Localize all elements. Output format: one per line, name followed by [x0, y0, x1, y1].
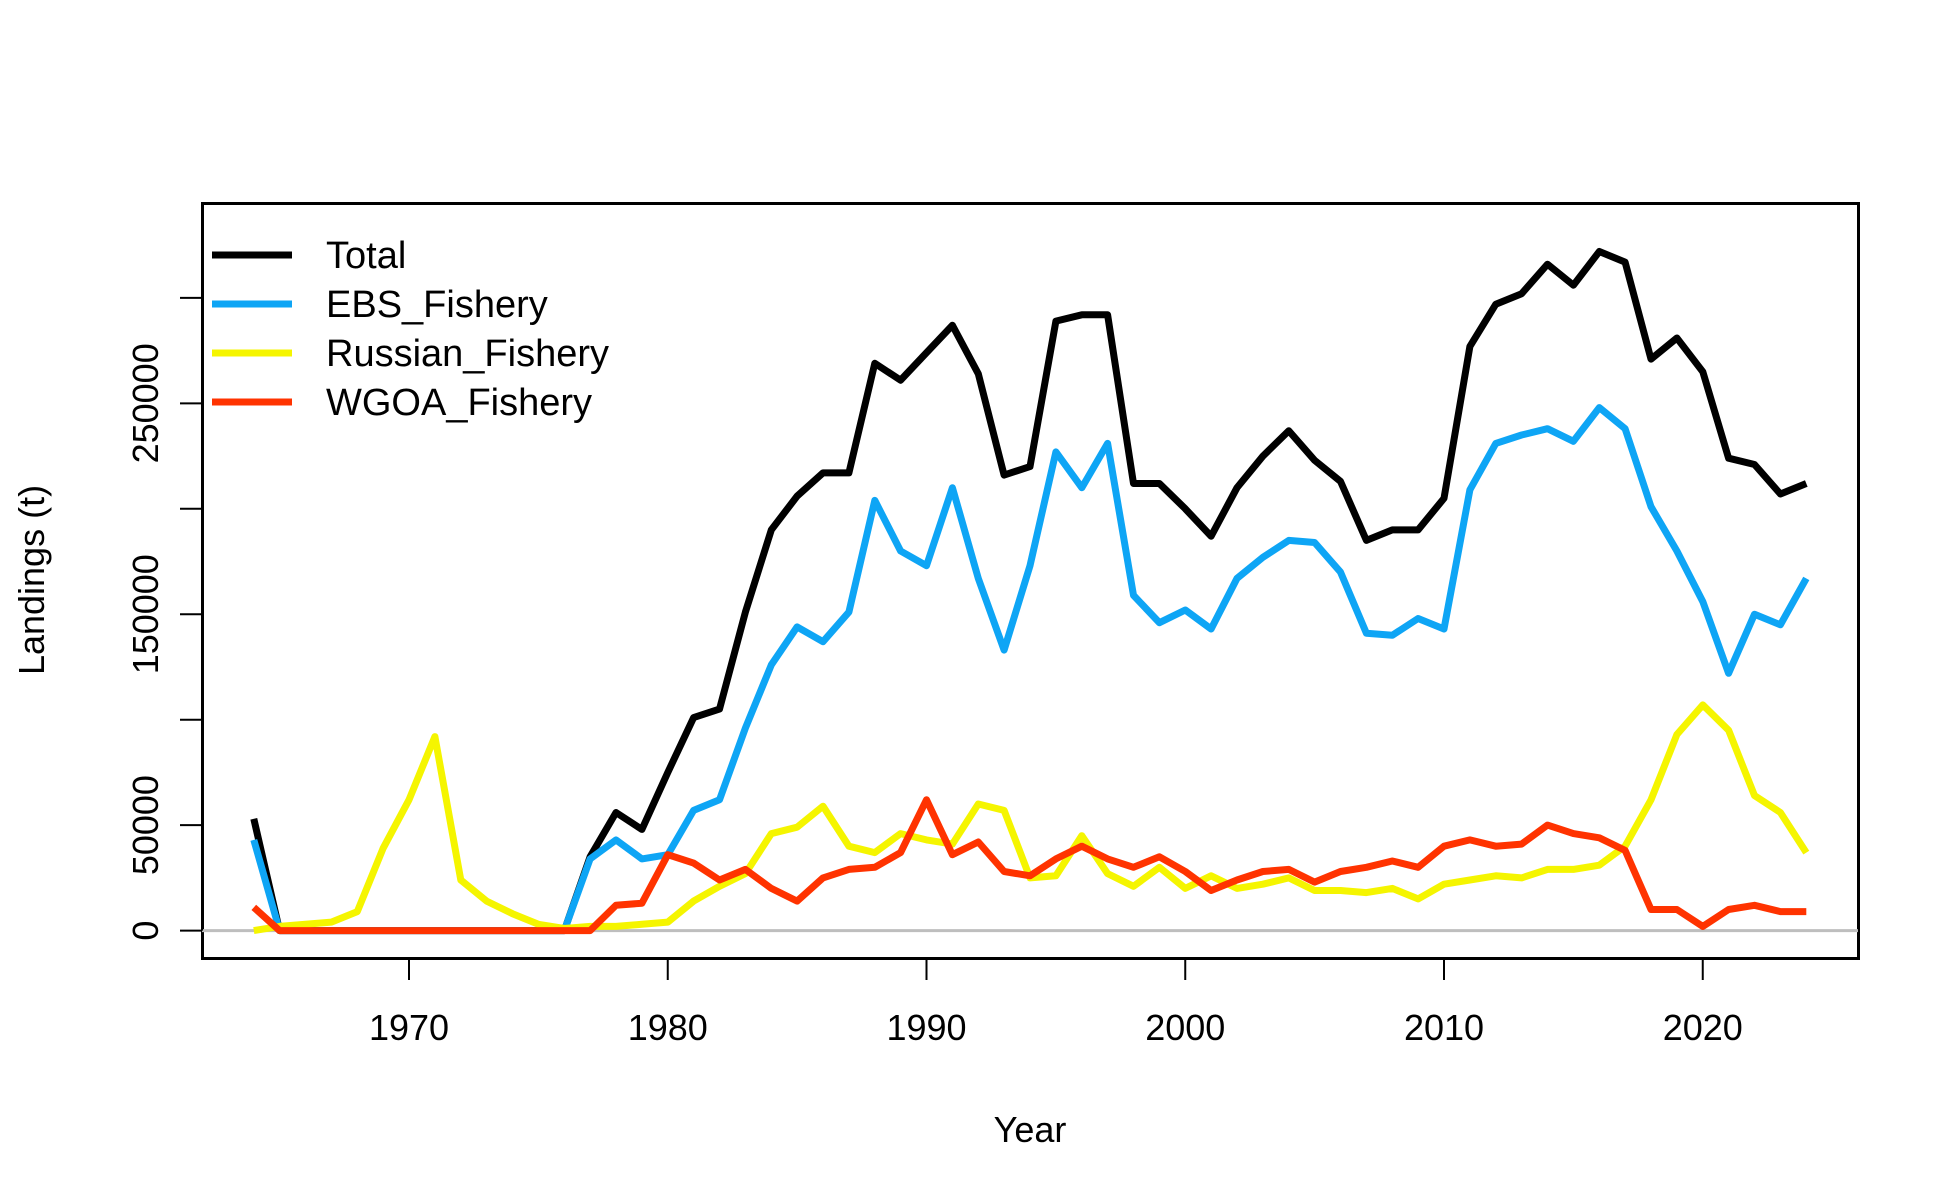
legend-label: WGOA_Fishery [326, 382, 592, 424]
y-tick-label: 250000 [125, 343, 166, 463]
x-tick-label: 2020 [1663, 1007, 1743, 1048]
y-axis-label: Landings (t) [11, 485, 52, 675]
series-lines [250, 248, 1810, 935]
x-tick-label: 2010 [1404, 1007, 1484, 1048]
y-tick-label: 50000 [125, 775, 166, 875]
y-tick-label: 0 [125, 921, 166, 941]
legend-label: Russian_Fishery [326, 333, 609, 375]
legend: Total EBS_Fishery Russian_Fishery WGOA_Fish… [212, 235, 609, 424]
x-tick-label: 1980 [628, 1007, 708, 1048]
x-axis: 1970 1980 1990 2000 2010 2020 [369, 957, 1743, 1048]
series-line-ebs-fishery [250, 404, 1810, 935]
series-line-russian-fishery [253, 701, 1810, 935]
x-tick-label: 2000 [1145, 1007, 1225, 1048]
y-tick-label: 150000 [125, 554, 166, 674]
y-axis: 0 50000 150000 250000 [125, 296, 203, 941]
x-axis-label: Year [994, 1109, 1067, 1150]
legend-label: Total [326, 235, 406, 277]
x-tick-label: 1990 [886, 1007, 966, 1048]
series-line-wgoa-fishery [251, 796, 1807, 935]
x-tick-label: 1970 [369, 1007, 449, 1048]
legend-label: EBS_Fishery [326, 284, 548, 326]
